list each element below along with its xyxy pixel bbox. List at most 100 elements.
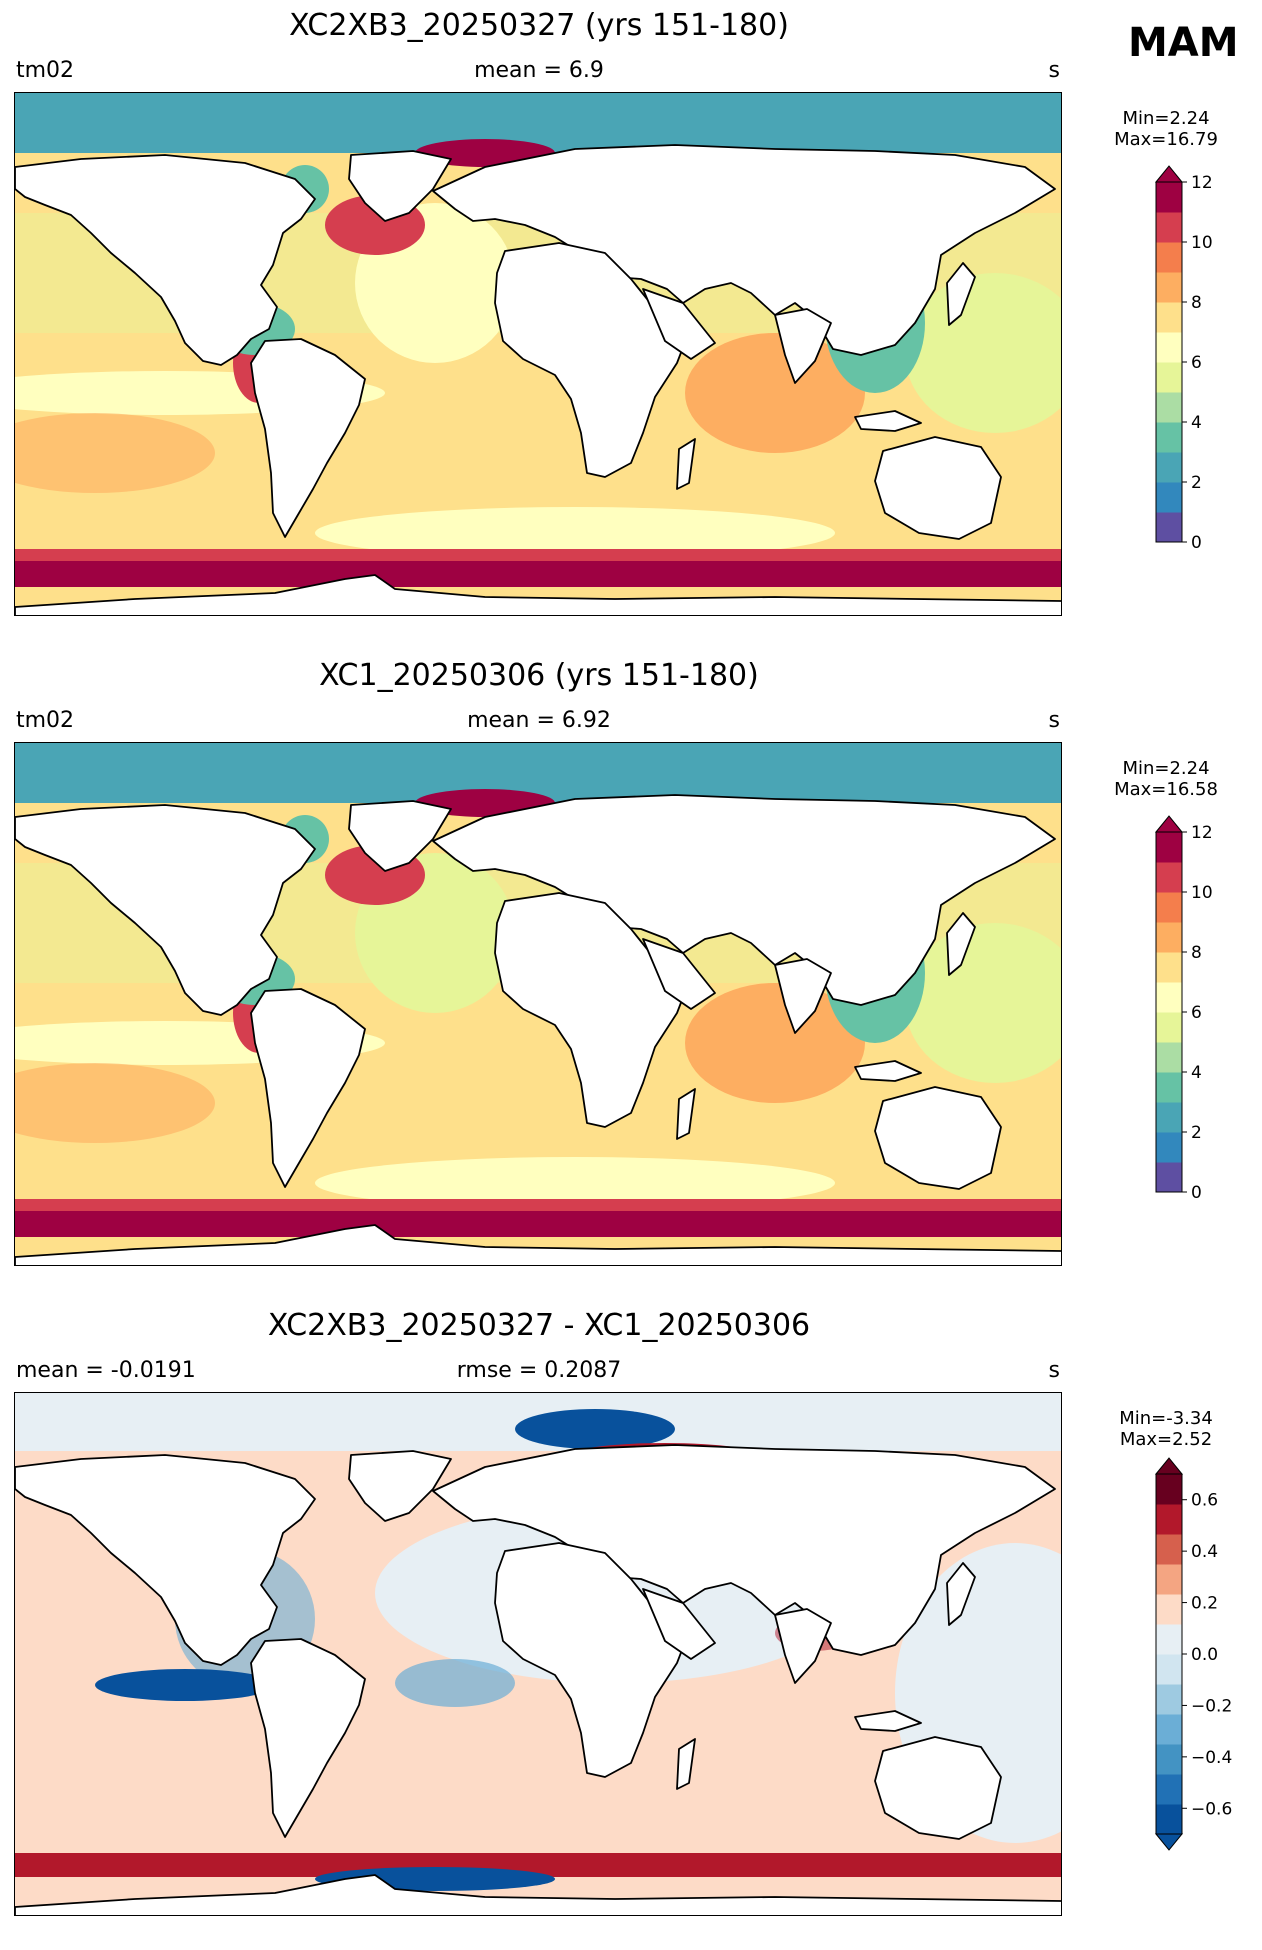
colorbar-extend-max <box>1154 1457 1184 1475</box>
colorbar-tick-label: 2 <box>1191 1123 1202 1143</box>
colorbar-tick-label: 0.6 <box>1191 1491 1218 1511</box>
colorbar-extend-max <box>1154 815 1184 833</box>
mean-label: mean = -0.0191 <box>16 1358 196 1383</box>
colorbar-segment <box>1156 1504 1182 1535</box>
north-america-land <box>15 1454 316 1666</box>
colorbar-tick-label: 4 <box>1191 1063 1202 1083</box>
colorbar-tick-label: 2 <box>1191 473 1202 493</box>
australia-land <box>874 1086 1002 1190</box>
indonesia-land <box>854 1710 922 1732</box>
season-label: MAM <box>1128 20 1239 66</box>
colorbar-segment <box>1156 1564 1182 1595</box>
colorbar-segment <box>1156 1072 1182 1103</box>
colorbar-tick-label: 12 <box>1191 173 1213 193</box>
colorbar-tick-label: 0 <box>1191 533 1202 553</box>
colorbar-extend-min <box>1154 1833 1184 1851</box>
greenland-land <box>348 800 452 872</box>
colorbar-segment <box>1156 1474 1182 1505</box>
colorbar-segment <box>1156 1132 1182 1163</box>
land-masses <box>15 144 1061 615</box>
southern-ocean-edge <box>15 549 1061 563</box>
colorbar-tick-label: −0.6 <box>1191 1799 1232 1819</box>
land-masses <box>15 1444 1061 1915</box>
colorbar-tick-label: 6 <box>1191 1003 1202 1023</box>
rmse-label: rmse = 0.2087 <box>456 1358 622 1383</box>
south-pacific-strong-negative <box>95 1669 275 1701</box>
colorbar-tick-label: 4 <box>1191 413 1202 433</box>
arabia-land <box>642 938 716 1010</box>
north-america-land <box>15 154 316 366</box>
japan-land <box>946 1562 976 1626</box>
colorbar: 0 2 4 6 8 10 12 <box>1140 815 1250 1210</box>
colorbar-segment <box>1156 1102 1182 1133</box>
min-max-stats: Min=2.24 Max=16.79 <box>1086 108 1246 150</box>
arctic-ocean <box>15 743 1061 803</box>
south-america-land <box>250 338 366 538</box>
colorbar-tick-label: 10 <box>1191 883 1213 903</box>
colorbar-segment <box>1156 1684 1182 1715</box>
colorbar-tick-label: 0.2 <box>1191 1594 1218 1614</box>
colorbar-segment <box>1156 362 1182 393</box>
antarctica-land <box>15 1224 1061 1265</box>
units-label: s <box>1048 1358 1060 1383</box>
colorbar-segment <box>1156 392 1182 423</box>
colorbar-segment <box>1156 182 1182 213</box>
colorbar-segment <box>1156 1624 1182 1655</box>
north-america-land <box>15 804 316 1016</box>
colorbar-tick-label: −0.2 <box>1191 1696 1232 1716</box>
colorbar-segment <box>1156 1012 1182 1043</box>
panel-title: XC2XB3_20250327 (yrs 151-180) <box>289 8 789 43</box>
land-masses <box>15 794 1061 1265</box>
africa-land <box>494 1542 688 1778</box>
west-pacific-mid <box>905 273 1061 433</box>
south-atlantic-calm <box>315 507 835 559</box>
variable-label: tm02 <box>16 58 75 83</box>
colorbar-segment <box>1156 862 1182 893</box>
barents-negative <box>515 1409 675 1449</box>
south-atlantic-negative <box>395 1659 515 1707</box>
india-land <box>774 958 832 1034</box>
south-pacific-swell <box>15 1063 215 1143</box>
south-atlantic-calm <box>315 1157 835 1209</box>
colorbar-segment <box>1156 1534 1182 1565</box>
min-label: Min=2.24 <box>1122 108 1210 129</box>
units-label: s <box>1048 58 1060 83</box>
panel-model-a: XC2XB3_20250327 (yrs 151-180) tm02 mean … <box>0 0 1262 650</box>
arabia-land <box>642 1588 716 1660</box>
colorbar-segment <box>1156 422 1182 453</box>
australia-land <box>874 436 1002 540</box>
colorbar-segment <box>1156 1594 1182 1625</box>
mean-label: mean = 6.9 <box>474 58 604 83</box>
world-map <box>14 92 1062 616</box>
indonesia-land <box>854 410 922 432</box>
southern-ocean-edge <box>15 1199 1061 1213</box>
colorbar-tick-label: 12 <box>1191 823 1213 843</box>
colorbar: −0.6 −0.4 −0.2 0.0 0.2 0.4 0.6 <box>1140 1457 1250 1852</box>
arabia-land <box>642 288 716 360</box>
colorbar-tick-label: 8 <box>1191 293 1202 313</box>
africa-land <box>494 892 688 1128</box>
colorbar-segment <box>1156 332 1182 363</box>
colorbar-tick-label: 8 <box>1191 943 1202 963</box>
min-label: Min=-3.34 <box>1119 1408 1213 1429</box>
colorbar-tick-label: 10 <box>1191 233 1213 253</box>
min-max-stats: Min=-3.34 Max=2.52 <box>1086 1408 1246 1450</box>
panel-model-b: XC1_20250306 (yrs 151-180) tm02 mean = 6… <box>0 650 1262 1300</box>
colorbar-segment <box>1156 922 1182 953</box>
south-pacific-swell <box>15 413 215 493</box>
colorbar-segment <box>1156 982 1182 1013</box>
panel-title: XC2XB3_20250327 - XC1_20250306 <box>267 1308 811 1343</box>
variable-label: tm02 <box>16 708 75 733</box>
colorbar-segment <box>1156 892 1182 923</box>
colorbar-segment <box>1156 1654 1182 1685</box>
colorbar-segment <box>1156 482 1182 513</box>
southern-ocean-storm-belt <box>15 1211 1061 1237</box>
japan-land <box>946 912 976 976</box>
japan-land <box>946 262 976 326</box>
colorbar-tick-label: 0 <box>1191 1183 1202 1203</box>
madagascar-land <box>676 438 696 490</box>
south-america-land <box>250 1638 366 1838</box>
colorbar-segment <box>1156 952 1182 983</box>
units-label: s <box>1048 708 1060 733</box>
india-land <box>774 308 832 384</box>
